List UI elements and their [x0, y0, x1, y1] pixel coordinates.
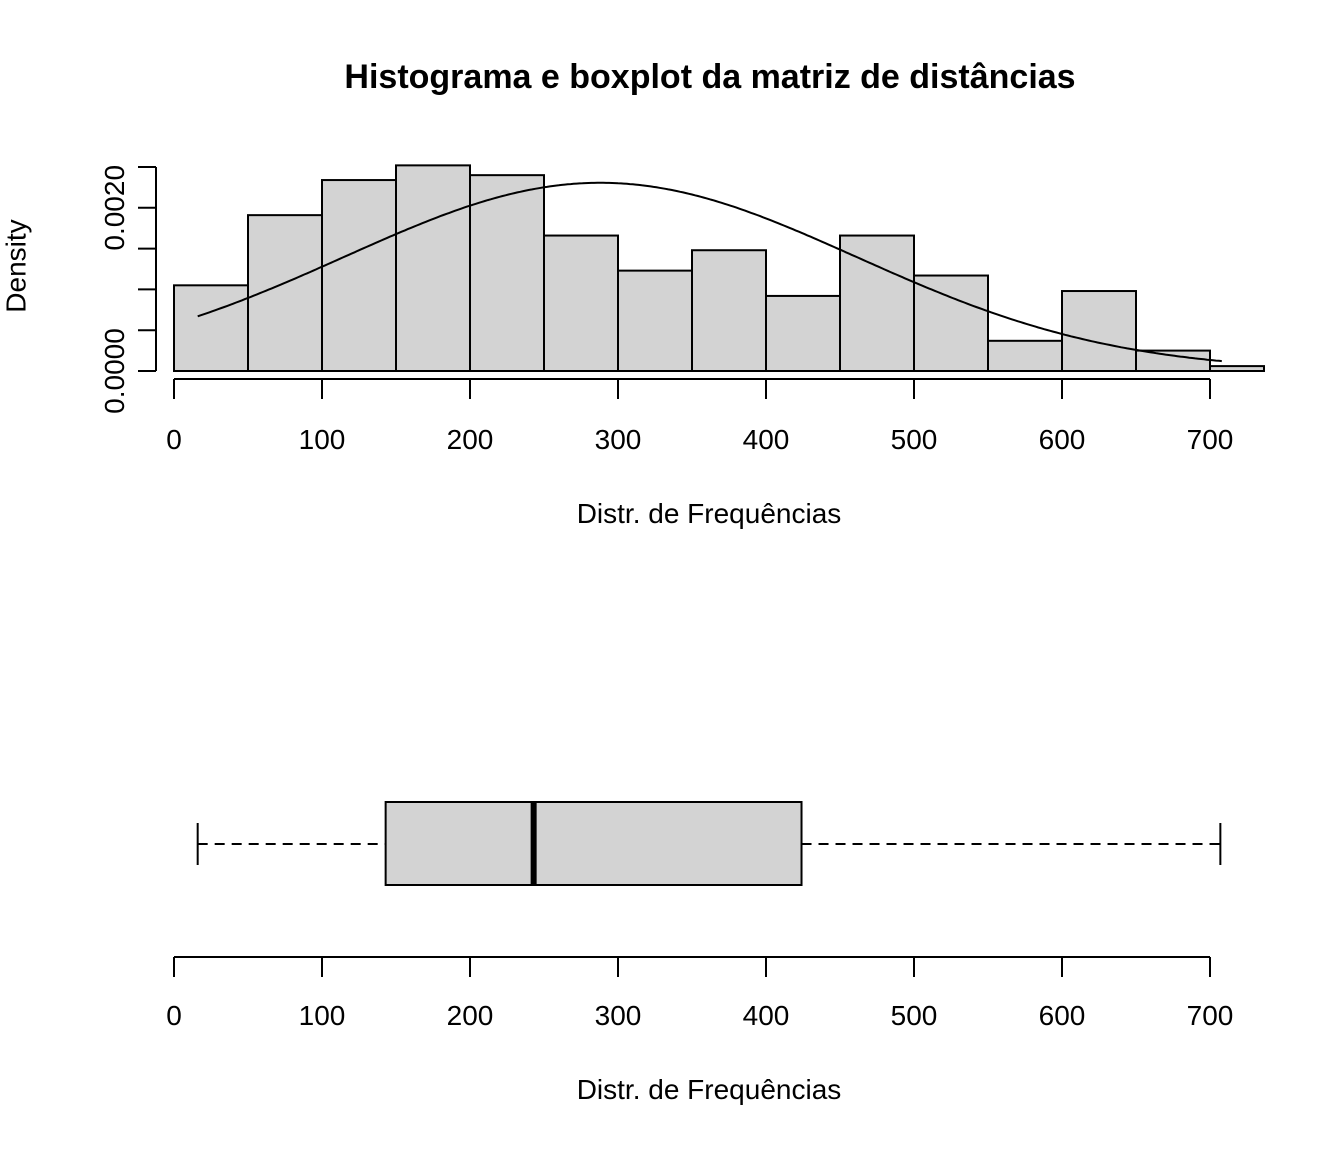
histogram-bar — [543, 234, 619, 372]
histogram-bar — [469, 174, 545, 372]
histogram-bar — [321, 179, 397, 372]
histogram-bar — [1135, 349, 1211, 373]
histogram-bars — [173, 164, 1265, 373]
histogram-bar — [765, 294, 841, 373]
histogram-x-axis: 0 100 200 300 400 500 600 700 — [166, 378, 1234, 455]
x-tick-label: 300 — [595, 424, 642, 455]
histogram-bar — [987, 339, 1063, 373]
histogram-bar — [913, 274, 989, 373]
y-tick-label: 0.0000 — [99, 328, 130, 414]
x-tick-label: 500 — [891, 1000, 938, 1031]
boxplot — [196, 801, 1222, 886]
histogram-bar — [691, 249, 767, 372]
chart-title: Histograma e boxplot da matriz de distân… — [344, 58, 1076, 96]
histogram-bar — [1209, 365, 1265, 373]
x-tick-label: 0 — [166, 424, 182, 455]
histogram-x-axis-label: Distr. de Frequências — [576, 498, 842, 529]
histogram-bar — [617, 269, 693, 372]
x-tick-label: 700 — [1187, 1000, 1234, 1031]
x-tick-label: 400 — [743, 424, 790, 455]
x-tick-label: 0 — [166, 1000, 182, 1031]
histogram-y-axis: 0.0000 0.0020 — [99, 165, 157, 414]
x-tick-label: 200 — [447, 1000, 494, 1031]
x-tick-label: 600 — [1039, 424, 1086, 455]
histogram-y-axis-label: Density — [0, 219, 32, 313]
boxplot-x-axis-label: Distr. de Frequências — [576, 1074, 842, 1105]
x-tick-label: 300 — [595, 1000, 642, 1031]
normal-density-curve — [197, 181, 1222, 363]
x-tick-label: 700 — [1187, 424, 1234, 455]
histogram-bar — [1061, 290, 1137, 373]
boxplot-x-axis: 0 100 200 300 400 500 600 700 — [166, 956, 1234, 1031]
y-tick-label: 0.0020 — [99, 165, 130, 251]
histogram-bar — [173, 284, 249, 373]
x-tick-label: 100 — [299, 424, 346, 455]
x-tick-label: 400 — [743, 1000, 790, 1031]
histogram-bar — [839, 234, 915, 372]
x-tick-label: 500 — [891, 424, 938, 455]
x-tick-label: 100 — [299, 1000, 346, 1031]
histogram-bar — [395, 164, 471, 372]
x-tick-label: 200 — [447, 424, 494, 455]
x-tick-label: 600 — [1039, 1000, 1086, 1031]
